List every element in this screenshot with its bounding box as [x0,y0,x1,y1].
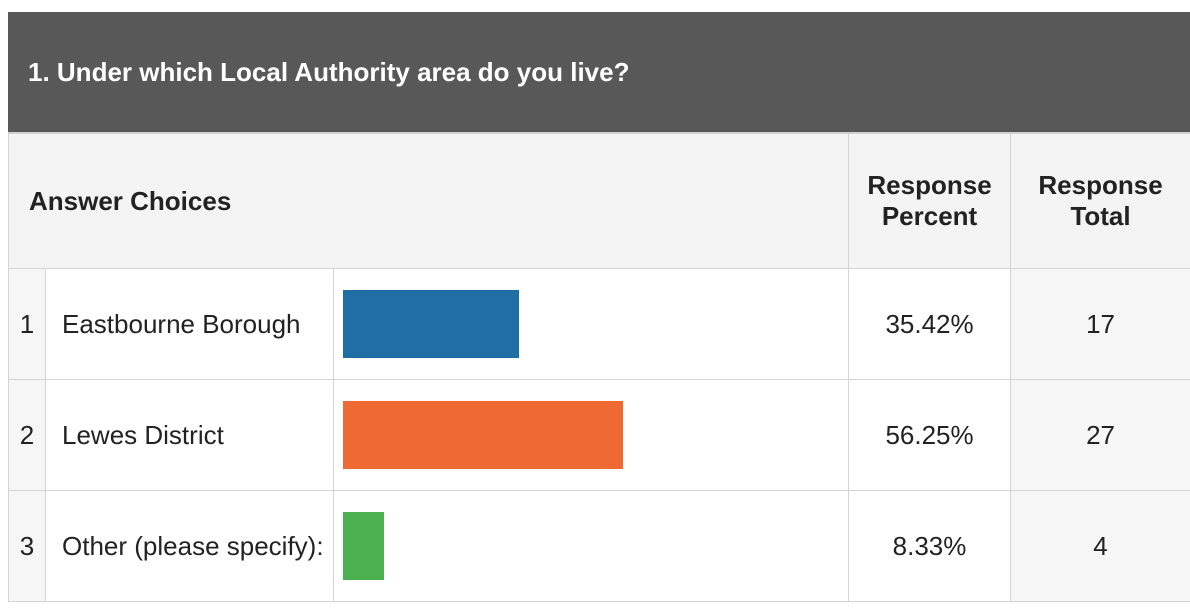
response-total: 27 [1010,379,1190,491]
response-total: 4 [1010,490,1190,602]
question-title: 1. Under which Local Authority area do y… [8,12,1190,133]
column-header: Response Total [1010,133,1190,269]
column-header: Answer Choices [7,133,850,269]
bar-cell [332,379,850,491]
bar-cell [332,490,850,602]
bar [343,512,385,580]
response-percent: 35.42% [848,268,1012,380]
header-row: Answer Choices Response Percent Response… [7,133,1190,269]
response-percent: 56.25% [848,379,1012,491]
choice-label: Other (please specify): [45,490,334,602]
table-row: 1 Eastbourne Borough 35.42% 17 [8,268,1190,380]
bar-cell [332,268,850,380]
row-number: 1 [8,268,46,380]
table-row: 3 Other (please specify): 8.33% 4 [8,490,1190,602]
table-body: 1 Eastbourne Borough 35.42% 17 2 Lewes Distri… [8,268,1190,602]
response-total: 17 [1010,268,1190,380]
response-percent: 8.33% [848,490,1012,602]
column-header: Response Percent [848,133,1012,269]
results-table: Answer Choices Response Percent Response… [7,133,1190,602]
bar [343,401,623,469]
table-row: 2 Lewes District 56.25% 27 [8,379,1190,491]
choice-label: Eastbourne Borough [45,268,334,380]
choice-label: Lewes District [45,379,334,491]
row-number: 2 [8,379,46,491]
survey-question: 1. Under which Local Authority area do y… [7,12,1190,602]
row-number: 3 [8,490,46,602]
bar [343,290,520,358]
